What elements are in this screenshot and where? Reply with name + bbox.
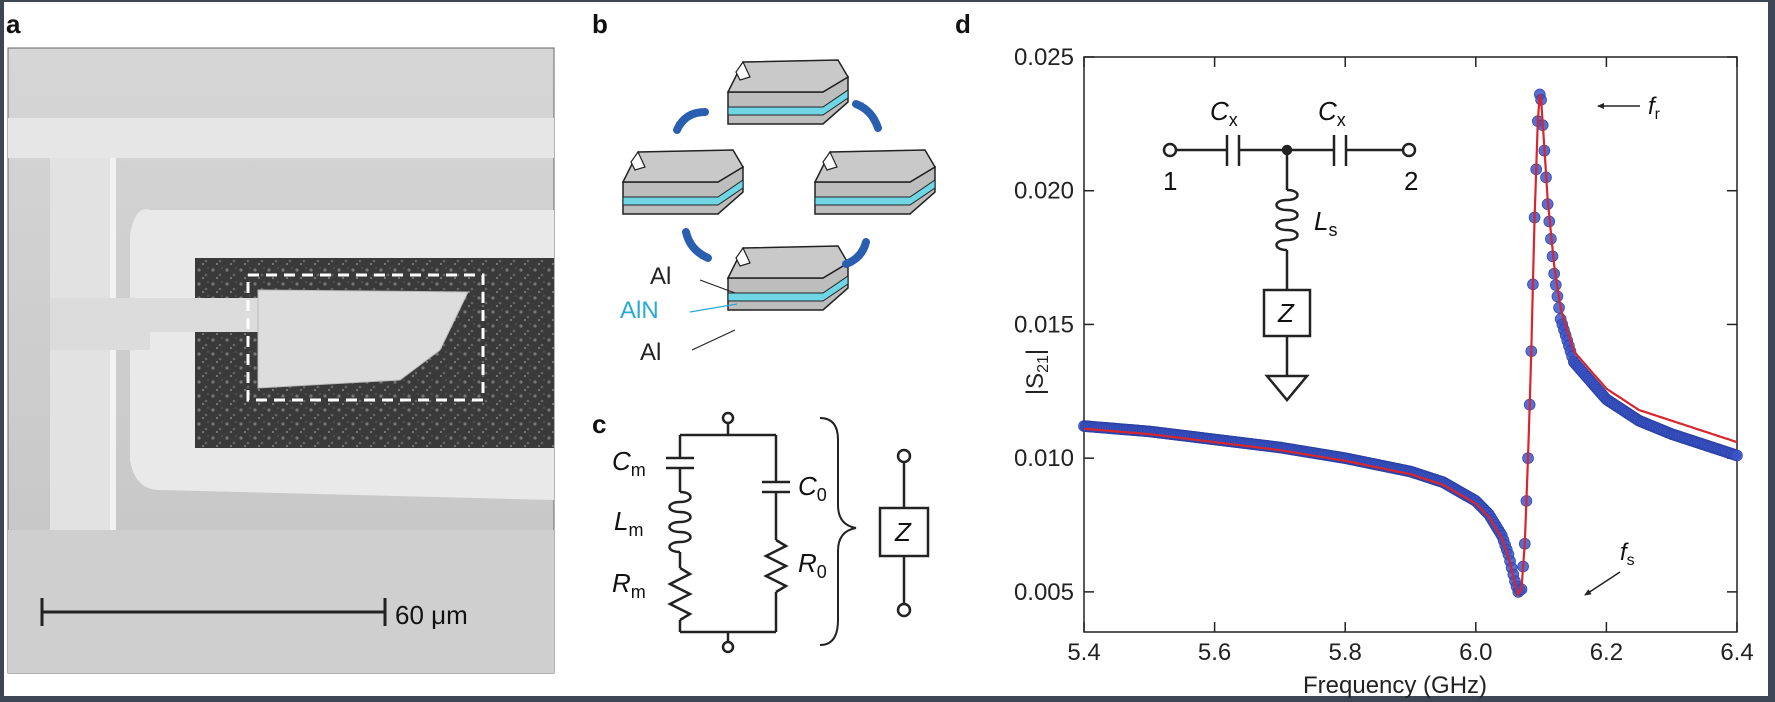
panel-c: c <box>592 409 930 654</box>
x-tick-label: 5.6 <box>1198 639 1231 666</box>
arrow-icon <box>842 238 870 268</box>
inset-labels: Cx Cx Ls Z 1 2 <box>1163 96 1418 328</box>
panel-d-label: d <box>955 9 971 39</box>
x-axis-label: Frequency (GHz) <box>1303 672 1487 699</box>
port-2-label: 2 <box>1404 166 1418 196</box>
zoom-dashed-box <box>246 273 485 402</box>
panel-b-label: b <box>592 9 608 39</box>
y-axis-ticks: 0.005 0.010 0.015 0.020 0.025 <box>1014 44 1737 606</box>
ls-label: Ls <box>1314 206 1337 240</box>
series-layer <box>1078 88 1743 598</box>
bvd-circuit <box>666 411 930 654</box>
cx-left-label: Cx <box>1210 96 1238 130</box>
c0-label: C0 <box>798 471 827 505</box>
y-axis-label: |S21| <box>1022 349 1052 395</box>
resonator-left <box>621 149 745 215</box>
sem-micrograph: 60 μm <box>7 47 555 674</box>
y-tick-label: 0.010 <box>1014 445 1074 472</box>
resonance-annotations: fr fs <box>1584 93 1661 596</box>
scale-bar-label: 60 μm <box>395 600 468 630</box>
r0-label: R0 <box>798 548 827 582</box>
x-axis-ticks: 5.4 5.6 5.8 6.0 6.2 6.4 <box>1067 57 1754 666</box>
y-tick-label: 0.025 <box>1014 44 1074 71</box>
resonator-top <box>726 59 850 125</box>
x-tick-label: 5.8 <box>1329 639 1362 666</box>
cx-right-label: Cx <box>1318 96 1346 130</box>
fs-label: fs <box>1620 539 1635 569</box>
z-label-d: Z <box>1277 298 1295 328</box>
x-tick-label: 5.4 <box>1067 639 1100 666</box>
layer-label-bottom: Al <box>640 339 661 366</box>
panel-d: d 5.4 5.6 5.8 6.0 6.2 6.4 0.005 0.010 0.015 0.02… <box>955 9 1754 699</box>
circuit-c-labels: Cm Lm Rm C0 R0 Z <box>612 446 912 602</box>
panel-a-label: a <box>6 9 21 39</box>
x-tick-label: 6.4 <box>1720 639 1753 666</box>
layer-label-top: Al <box>650 263 671 290</box>
rotation-arrows <box>673 100 882 268</box>
fr-label: fr <box>1648 93 1661 123</box>
x-tick-label: 6.2 <box>1590 639 1623 666</box>
arrow-icon <box>682 228 712 262</box>
y-tick-label: 0.015 <box>1014 311 1074 338</box>
cm-label: Cm <box>612 446 646 480</box>
plot-area: 5.4 5.6 5.8 6.0 6.2 6.4 0.0050.0100.0150.0200… <box>1014 44 1754 666</box>
panel-b: b <box>592 9 937 366</box>
rm-label: Rm <box>612 568 646 602</box>
x-tick-label: 6.0 <box>1459 639 1492 666</box>
inset-circuit <box>1162 135 1417 402</box>
resonator-bottom <box>726 245 850 311</box>
resonator-right <box>813 149 937 215</box>
port-1-label: 1 <box>1163 166 1177 196</box>
y-tick-label: 0.020 <box>1014 178 1074 205</box>
layer-label-middle: AlN <box>620 297 659 324</box>
arrow-icon <box>673 108 709 134</box>
z-label-c: Z <box>894 517 912 547</box>
fit-line <box>1083 94 1738 598</box>
arrow-icon <box>852 100 882 132</box>
panel-c-label: c <box>592 409 606 439</box>
y-tick-label: 0.005 <box>1014 579 1074 606</box>
lm-label: Lm <box>614 506 643 540</box>
layer-labels: Al AlN Al <box>620 263 738 366</box>
panel-a: a 60 μm <box>6 9 555 674</box>
measured-point <box>1731 449 1743 462</box>
